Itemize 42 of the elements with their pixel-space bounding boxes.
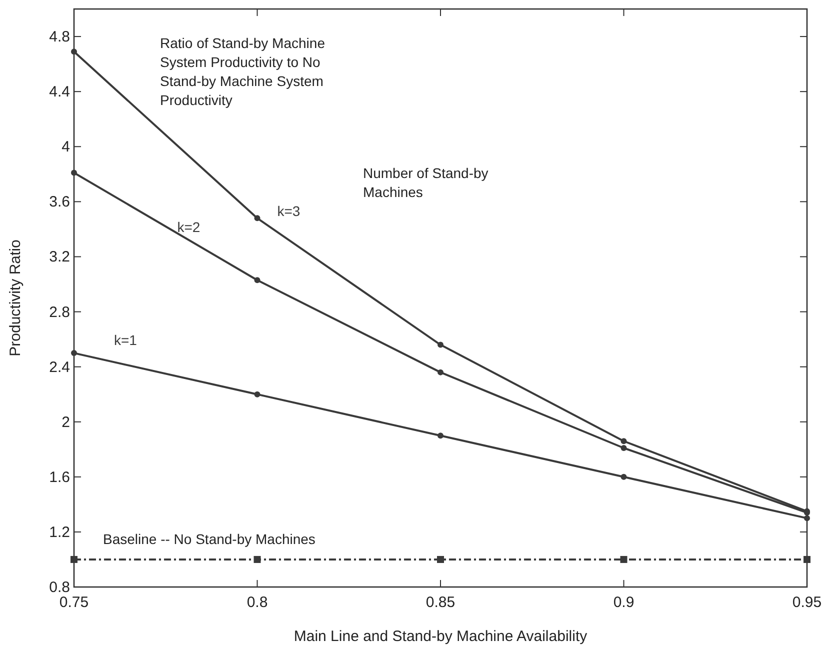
point <box>438 369 444 376</box>
point <box>254 215 260 222</box>
point <box>254 277 260 284</box>
y-tick-label: 1.2 <box>49 524 70 541</box>
point <box>438 432 444 439</box>
y-axis-title: Productivity Ratio <box>7 240 24 356</box>
point <box>254 556 261 563</box>
point <box>71 350 77 356</box>
x-tick-label: 0.85 <box>426 594 456 611</box>
point <box>620 445 627 452</box>
x-axis-title: Main Line and Stand-by Machine Availability <box>294 628 588 645</box>
x-tick-label: 0.75 <box>59 594 89 611</box>
point <box>71 48 77 55</box>
annotation: Baseline -- No Stand-by Machines <box>103 531 316 547</box>
y-tick-label: 1.6 <box>49 468 70 486</box>
y-tick-label: 3.6 <box>49 194 70 211</box>
x-tick-label: 0.95 <box>792 594 822 611</box>
point <box>71 170 77 176</box>
y-tick-label: 2.8 <box>49 304 70 321</box>
point <box>254 391 260 398</box>
y-tick-label: 4.8 <box>49 28 70 46</box>
y-tick-label: 3.2 <box>49 248 70 266</box>
point <box>438 342 444 348</box>
series-label: k=1 <box>114 332 138 348</box>
series-label: k=2 <box>177 219 200 236</box>
x-tick-label: 0.9 <box>613 594 634 611</box>
point <box>70 556 78 563</box>
point <box>620 438 627 444</box>
y-tick-label: 2 <box>62 414 70 431</box>
x-tick-label: 0.8 <box>246 594 268 611</box>
y-tick-label: 4.4 <box>49 84 70 101</box>
point <box>620 556 628 563</box>
point <box>804 556 810 563</box>
annotation: Number of Stand-by Machines <box>363 165 488 200</box>
point <box>437 556 444 563</box>
y-tick-label: 4 <box>62 138 70 156</box>
point <box>804 515 810 522</box>
y-tick-label: 0.8 <box>49 579 70 596</box>
y-tick-label: 2.4 <box>49 358 70 376</box>
point <box>620 474 627 480</box>
series-label: k=3 <box>277 203 300 220</box>
annotation: Ratio of Stand-by Machine System Productivity to No Stand-by Machine System Productivity <box>160 35 326 108</box>
